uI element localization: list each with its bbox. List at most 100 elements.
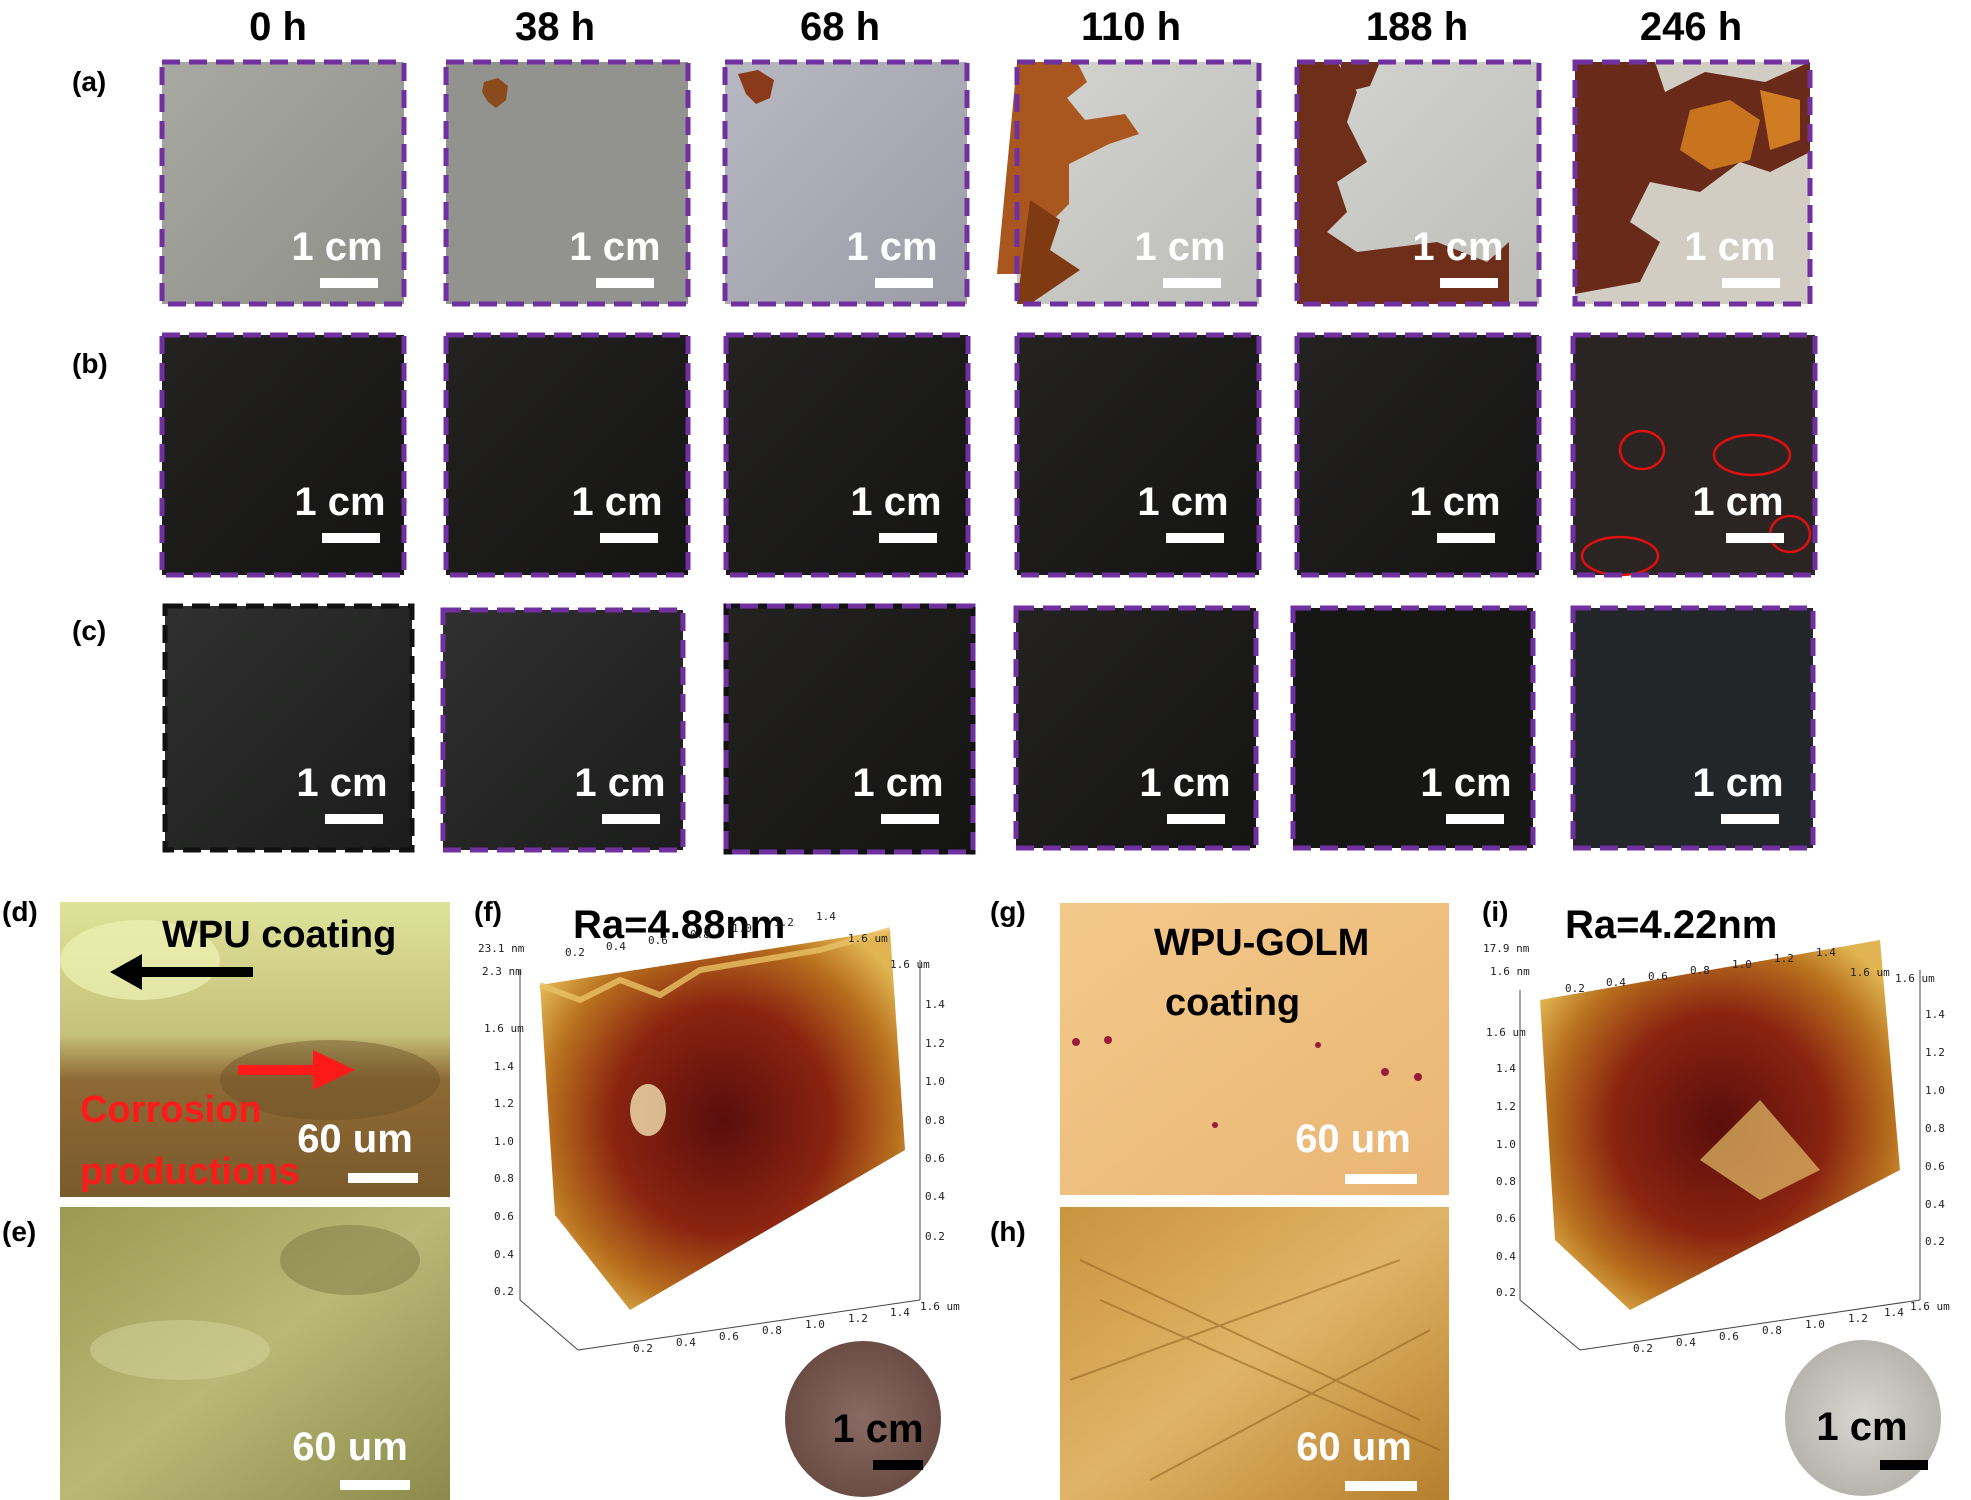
scale-bar xyxy=(879,533,937,543)
photo-a-246h: 1 cm xyxy=(1572,59,1813,307)
column-headers: 0 h 38 h 68 h 110 h 188 h 246 h xyxy=(249,5,1742,49)
scale-bar xyxy=(320,278,378,288)
roughness-label: Ra=4.88nm xyxy=(573,903,785,947)
scale-label: 1 cm xyxy=(1692,480,1783,524)
wpu-coating-label: WPU coating xyxy=(162,914,396,956)
svg-text:1.0: 1.0 xyxy=(805,1318,825,1331)
svg-text:1.2: 1.2 xyxy=(774,916,794,929)
afm-surface xyxy=(540,930,905,1310)
svg-text:1.2: 1.2 xyxy=(494,1097,514,1110)
svg-text:1.0: 1.0 xyxy=(1732,958,1752,971)
svg-text:1.0: 1.0 xyxy=(925,1075,945,1088)
right-arrow-icon xyxy=(238,1050,355,1090)
svg-text:0.4: 0.4 xyxy=(606,940,626,953)
afm-y-ticks: 0.2 0.4 0.6 0.8 1.0 1.2 1.4 1.6 um xyxy=(484,1022,524,1298)
panel-label-g: (g) xyxy=(990,896,1026,927)
panel-g: (g) WPU-GOLM coating 60 um xyxy=(990,896,1449,1195)
photo-a-68h: 1 cm xyxy=(722,59,970,307)
svg-text:0.6: 0.6 xyxy=(494,1210,514,1223)
row-c: 1 cm 1 cm 1 cm 1 cm 1 cm xyxy=(162,603,1816,855)
svg-text:0.4: 0.4 xyxy=(1676,1336,1696,1349)
svg-text:0.6: 0.6 xyxy=(719,1330,739,1343)
scale-bar xyxy=(340,1480,410,1490)
scale-bar xyxy=(881,814,939,824)
scale-bar xyxy=(1880,1460,1928,1470)
afm-x-ticks: 0.2 0.4 0.6 0.8 1.0 1.2 1.4 1.6 um xyxy=(1633,1300,1950,1355)
scale-label: 1 cm xyxy=(832,1407,923,1451)
svg-text:0.6: 0.6 xyxy=(648,934,668,947)
scale-label: 60 um xyxy=(1296,1425,1412,1469)
scale-label: 60 um xyxy=(1295,1117,1411,1161)
z-tick-label: 1.6 nm xyxy=(1490,965,1530,978)
svg-text:0.2: 0.2 xyxy=(1565,982,1585,995)
scale-label: 1 cm xyxy=(1816,1405,1907,1449)
photo-b-246h: 1 cm xyxy=(1570,332,1818,578)
scale-bar xyxy=(1437,533,1495,543)
svg-text:1.4: 1.4 xyxy=(494,1060,514,1073)
scale-label: 1 cm xyxy=(846,225,937,269)
scale-label: 1 cm xyxy=(291,225,382,269)
header-38h: 38 h xyxy=(515,5,595,49)
panel-h: (h) 60 um xyxy=(990,1207,1449,1500)
svg-text:0.8: 0.8 xyxy=(1925,1122,1945,1135)
afm-top-ticks: 0.2 0.4 0.6 0.8 1.0 1.2 1.4 1.6 um xyxy=(1565,946,1890,995)
header-0h: 0 h xyxy=(249,5,307,49)
row-a: 1 cm 1 cm 1 cm 1 cm xyxy=(159,59,1813,307)
panel-label-d: (d) xyxy=(2,896,38,927)
scale-bar xyxy=(1721,814,1779,824)
svg-text:1.6 um: 1.6 um xyxy=(920,1300,960,1313)
corrosion-label-line1: Corrosion xyxy=(80,1089,262,1131)
scale-label: 1 cm xyxy=(1137,480,1228,524)
photo-a-110h: 1 cm xyxy=(997,59,1262,307)
panel-label-h: (h) xyxy=(990,1216,1026,1247)
afm-axes xyxy=(519,960,921,1351)
row-b: 1 cm 1 cm 1 cm 1 cm 1 cm xyxy=(159,332,1818,578)
svg-text:1.4: 1.4 xyxy=(1925,1008,1945,1021)
afm-top-ticks: 0.2 0.4 0.6 0.8 1.0 1.2 1.4 1.6 um xyxy=(565,910,888,959)
scale-bar xyxy=(348,1173,418,1183)
photo-a-38h: 1 cm xyxy=(443,59,691,307)
header-246h: 246 h xyxy=(1640,5,1742,49)
scale-label: 1 cm xyxy=(1134,225,1225,269)
svg-text:0.4: 0.4 xyxy=(925,1190,945,1203)
svg-text:0.2: 0.2 xyxy=(565,946,585,959)
svg-text:0.8: 0.8 xyxy=(925,1114,945,1127)
scale-label: 1 cm xyxy=(1420,761,1511,805)
scale-bar xyxy=(600,533,658,543)
scale-bar xyxy=(873,1460,923,1470)
scale-bar xyxy=(1440,278,1498,288)
svg-text:1.0: 1.0 xyxy=(494,1135,514,1148)
inset-photo-i: 1 cm xyxy=(1785,1340,1941,1496)
svg-text:1.0: 1.0 xyxy=(1496,1138,1516,1151)
svg-text:0.4: 0.4 xyxy=(1606,976,1626,989)
scale-bar xyxy=(1446,814,1504,824)
photo-b-68h: 1 cm xyxy=(723,332,971,578)
scale-bar xyxy=(325,814,383,824)
photo-c-110h: 1 cm xyxy=(1013,605,1259,851)
afm-right-ticks: 0.2 0.4 0.6 0.8 1.0 1.2 1.4 1.6 um xyxy=(1895,972,1945,1248)
row-label-b: (b) xyxy=(72,348,108,379)
photo-c-68h: 1 cm xyxy=(723,603,976,855)
svg-text:0.2: 0.2 xyxy=(1925,1235,1945,1248)
z-tick-label: 2.3 nm xyxy=(482,965,522,978)
photo-b-38h: 1 cm xyxy=(443,332,691,578)
scale-bar xyxy=(602,814,660,824)
scale-bar xyxy=(596,278,654,288)
panel-f: (f) Ra=4.88nm 23.1 nm 2.3 nm 0.2 0.4 0.6… xyxy=(474,896,960,1497)
svg-text:0.8: 0.8 xyxy=(762,1324,782,1337)
scale-label: 1 cm xyxy=(571,480,662,524)
svg-text:0.8: 0.8 xyxy=(494,1172,514,1185)
inset-photo-f: 1 cm xyxy=(785,1341,941,1497)
svg-text:1.2: 1.2 xyxy=(1774,952,1794,965)
svg-text:1.6 um: 1.6 um xyxy=(1910,1300,1950,1313)
svg-text:1.4: 1.4 xyxy=(890,1306,910,1319)
z-max-label: 23.1 nm xyxy=(478,942,525,955)
photo-b-0h: 1 cm xyxy=(159,332,407,578)
panel-label-e: (e) xyxy=(2,1216,36,1247)
scale-label: 1 cm xyxy=(294,480,385,524)
scale-label: 1 cm xyxy=(1139,761,1230,805)
svg-text:1.6 um: 1.6 um xyxy=(1850,966,1890,979)
afm-y-ticks: 0.2 0.4 0.6 0.8 1.0 1.2 1.4 1.6 um xyxy=(1486,1026,1526,1299)
scale-label: 1 cm xyxy=(574,761,665,805)
